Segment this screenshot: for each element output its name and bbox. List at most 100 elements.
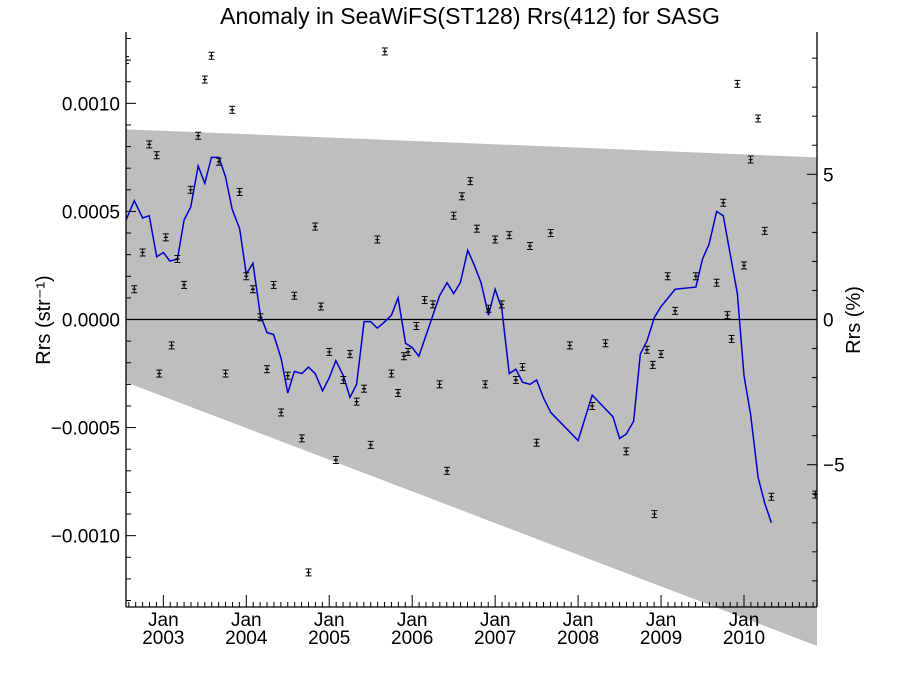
data-point (526, 242, 533, 251)
x-tick-label-month: Jan (563, 610, 594, 631)
data-point (361, 384, 368, 393)
data-point (291, 291, 298, 300)
data-point (450, 211, 457, 220)
axes-layer: 0.00100.00050.0000−0.0005−0.001050−5Jan2… (51, 32, 845, 649)
data-point (249, 285, 256, 294)
data-point (761, 226, 768, 235)
data-point (651, 510, 658, 519)
x-tick-label-month: Jan (231, 610, 262, 631)
data-point (317, 302, 324, 311)
x-tick-label-year: 2005 (308, 628, 350, 649)
x-tick-label-year: 2007 (474, 628, 516, 649)
x-tick-label-year: 2006 (391, 628, 433, 649)
data-point (168, 341, 175, 350)
data-point (174, 254, 181, 263)
x-tick-label-year: 2004 (225, 628, 268, 649)
data-point (326, 347, 333, 356)
data-point (215, 157, 222, 166)
data-point (436, 380, 443, 389)
y-left-tick-label: −0.0005 (51, 419, 120, 440)
data-point (421, 296, 428, 305)
data-point (741, 261, 748, 270)
data-point (395, 388, 402, 397)
y-right-tick-label: 0 (823, 311, 834, 332)
x-tick-label-month: Jan (646, 610, 677, 631)
data-point (195, 131, 202, 140)
y-axis-right-label: Rrs (%) (843, 286, 865, 354)
data-point (623, 447, 630, 456)
data-point (162, 233, 169, 242)
data-point (728, 334, 735, 343)
data-point (413, 321, 420, 330)
data-point (602, 339, 609, 348)
chart-title: Anomaly in SeaWiFS(ST128) Rrs(412) for S… (220, 3, 720, 29)
data-point (346, 350, 353, 359)
data-point (506, 231, 513, 240)
data-point (400, 352, 407, 361)
data-point (589, 401, 596, 410)
trend-band (126, 129, 817, 646)
data-point (664, 272, 671, 281)
data-point (229, 105, 236, 114)
data-point (547, 229, 554, 238)
x-tick-label-month: Jan (729, 610, 760, 631)
y-axis-left-label: Rrs (str⁻¹) (33, 275, 55, 364)
data-point (713, 278, 720, 287)
x-tick-label-month: Jan (397, 610, 428, 631)
data-point (298, 434, 305, 443)
y-left-tick-label: −0.0010 (51, 527, 120, 548)
x-tick-label-month: Jan (480, 610, 511, 631)
data-point (720, 198, 727, 207)
data-point (485, 304, 492, 313)
data-point (658, 350, 665, 359)
data-point (405, 347, 412, 356)
data-point (566, 341, 573, 350)
data-point (367, 440, 374, 449)
data-point (332, 456, 339, 465)
band-layer (126, 129, 817, 646)
data-point (284, 371, 291, 380)
data-point (312, 222, 319, 231)
x-tick-label-year: 2008 (557, 628, 599, 649)
x-tick-label-year: 2003 (142, 628, 184, 649)
x-tick-label-year: 2010 (723, 628, 765, 649)
data-point (649, 360, 656, 369)
data-point (222, 369, 229, 378)
data-point (643, 345, 650, 354)
data-point (264, 365, 271, 374)
data-point (278, 408, 285, 417)
points-layer (126, 47, 817, 577)
data-point (153, 151, 160, 160)
data-point (498, 300, 505, 309)
data-point (692, 272, 699, 281)
data-point (156, 369, 163, 378)
data-point (340, 376, 347, 385)
y-right-tick-label: −5 (823, 456, 845, 477)
data-point (139, 248, 146, 257)
data-point (257, 313, 264, 322)
data-point (747, 155, 754, 164)
x-tick-label-month: Jan (314, 610, 345, 631)
data-point (236, 187, 243, 196)
data-point (533, 438, 540, 447)
data-point (429, 300, 436, 309)
data-point (305, 568, 312, 577)
data-point (672, 306, 679, 315)
data-point (458, 192, 465, 201)
y-left-tick-label: 0.0005 (62, 202, 120, 223)
data-point (492, 235, 499, 244)
data-point (519, 363, 526, 372)
line-layer (126, 156, 773, 523)
data-point (243, 272, 250, 281)
data-point (473, 224, 480, 233)
data-point (353, 397, 360, 406)
data-point (734, 79, 741, 88)
data-point (755, 114, 762, 123)
data-point (270, 280, 277, 289)
data-point (181, 280, 188, 289)
data-point (381, 47, 388, 56)
data-point (482, 380, 489, 389)
data-point (388, 369, 395, 378)
data-point (467, 177, 474, 186)
